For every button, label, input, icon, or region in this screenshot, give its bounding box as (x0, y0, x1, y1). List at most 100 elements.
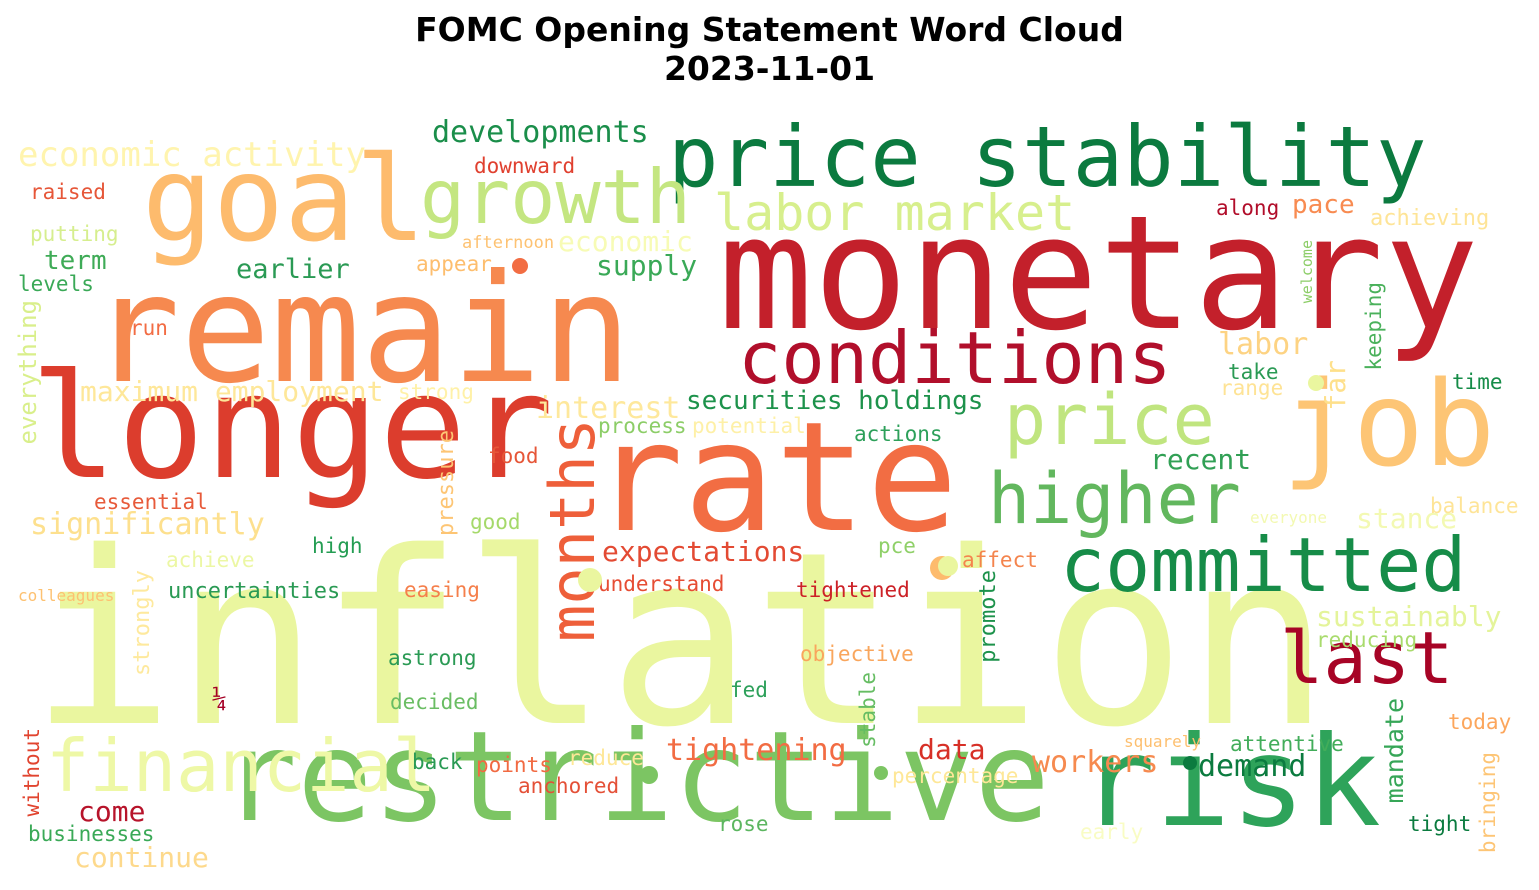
cloud-word-good: good (470, 510, 521, 534)
cloud-word-raised: raised (30, 180, 106, 204)
cloud-dot (1308, 375, 1324, 391)
cloud-word-months: months (536, 418, 609, 642)
cloud-word-without: without (20, 728, 44, 817)
cloud-word-economic-activity: economic activity (18, 135, 366, 175)
cloud-word-higher: higher (988, 458, 1241, 540)
cloud-word-data: data (918, 733, 986, 766)
cloud-word-achieve: achieve (166, 548, 255, 572)
cloud-word-developments: developments (432, 115, 649, 150)
cloud-word-essential: essential (94, 490, 208, 514)
cloud-dot (512, 258, 528, 274)
cloud-word-pressure: pressure (434, 430, 459, 536)
chart-title: FOMC Opening Statement Word Cloud 2023-1… (0, 10, 1539, 88)
cloud-word-rose: rose (718, 812, 769, 836)
cloud-word-attentive: attentive (1230, 732, 1344, 756)
cloud-word-labor: labor (1218, 327, 1309, 362)
cloud-word-levels: levels (18, 272, 94, 296)
cloud-word-tightening: tightening (666, 733, 847, 768)
cloud-word-far: far (1319, 360, 1352, 411)
cloud-word-bringing: bringing (1476, 752, 1500, 854)
cloud-word-rate: rate (592, 389, 959, 566)
cloud-word-inflation: inflation (30, 500, 1331, 780)
cloud-word-tightened: tightened (796, 578, 910, 602)
cloud-word-mandate: mandate (1380, 698, 1409, 804)
cloud-dot (938, 556, 958, 576)
cloud-word-along: along (1216, 196, 1280, 220)
cloud-word-points: points (476, 753, 552, 777)
cloud-word-keeping: keeping (1362, 282, 1386, 371)
cloud-word-expectations: expectations (602, 535, 805, 568)
cloud-word-maximum-employment: maximum employment (80, 375, 384, 408)
cloud-word-businesses: businesses (28, 822, 155, 846)
cloud-word-today: today (1448, 710, 1512, 734)
cloud-word-risk: risk (1080, 710, 1382, 855)
cloud-word-longer: longer (30, 343, 554, 512)
cloud-word-process: process (598, 414, 687, 438)
cloud-word-restrictive: restrictive (222, 705, 1050, 850)
cloud-word-growth: growth (420, 153, 691, 241)
cloud-word-early: early (1080, 820, 1144, 844)
cloud-word-reducing: reducing (1316, 628, 1418, 652)
cloud-word-easing: easing (404, 578, 480, 602)
cloud-word-everything: everything (14, 300, 42, 445)
cloud-word-uncertainties: uncertainties (168, 579, 341, 604)
cloud-word-range: range (1220, 376, 1284, 400)
cloud-word-afternoon: afternoon (462, 233, 555, 253)
cloud-word-stance: stance (1356, 502, 1458, 535)
cloud-word-significantly: significantly (30, 507, 265, 542)
title-line-2: 2023-11-01 (663, 49, 876, 88)
cloud-word-food: food (488, 444, 539, 468)
cloud-word-reduce: reduce (568, 746, 644, 770)
cloud-word-: ¼ (212, 684, 228, 713)
cloud-word-actions: actions (854, 422, 943, 446)
cloud-dot (578, 568, 602, 592)
cloud-word-decided: decided (390, 690, 479, 714)
cloud-word-price-stability: price stability (668, 108, 1427, 206)
title-line-1: FOMC Opening Statement Word Cloud (415, 10, 1124, 49)
cloud-word-workers: workers (1032, 745, 1159, 780)
cloud-word-pace: pace (1292, 190, 1355, 220)
cloud-word-balance: balance (1430, 494, 1519, 518)
cloud-word-appear: appear (416, 252, 492, 276)
cloud-word-demand: demand (1198, 749, 1307, 784)
cloud-word-remain: remain (90, 243, 632, 417)
cloud-word-stable: stable (856, 672, 880, 748)
cloud-word-fed: fed (730, 678, 768, 702)
cloud-word-strong: strong (398, 380, 474, 404)
cloud-word-committed: committed (1060, 521, 1467, 609)
cloud-word-supply: supply (596, 249, 698, 282)
cloud-word-monetary: monetary (718, 182, 1479, 366)
cloud-word-run: run (130, 316, 168, 340)
cloud-word-affect: affect (962, 548, 1038, 572)
cloud-word-term: term (44, 246, 107, 276)
cloud-word-continue: continue (74, 841, 209, 874)
cloud-word-earlier: earlier (236, 254, 350, 285)
cloud-word-high: high (312, 534, 363, 558)
cloud-word-come: come (78, 795, 146, 828)
cloud-word-interest: interest (536, 391, 681, 426)
cloud-word-anchored: anchored (518, 774, 620, 798)
cloud-word-securities-holdings: securities holdings (686, 386, 984, 416)
cloud-word-goal: goal (142, 130, 427, 268)
cloud-word-price: price (1004, 379, 1215, 461)
cloud-word-downward: downward (474, 154, 576, 178)
cloud-word-back: back (412, 750, 463, 774)
cloud-word-percentage: percentage (892, 764, 1019, 788)
cloud-word-potential: potential (692, 414, 806, 438)
cloud-word-objective: objective (800, 642, 914, 666)
cloud-word-strongly: strongly (130, 570, 155, 676)
cloud-word-take: take (1228, 360, 1279, 384)
cloud-word-promote: promote (976, 570, 1001, 663)
cloud-word-achieving: achieving (1370, 206, 1490, 231)
cloud-word-pce: pce (878, 534, 916, 558)
cloud-word-tight: tight (1408, 812, 1472, 836)
cloud-word-conditions: conditions (738, 316, 1172, 400)
cloud-word-squarely: squarely (1124, 732, 1202, 751)
cloud-word-sustainably: sustainably (1316, 600, 1502, 633)
cloud-word-time: time (1452, 370, 1503, 394)
cloud-word-welcome: welcome (1298, 240, 1316, 304)
cloud-word-labor-market: labor market (714, 184, 1076, 242)
cloud-word-putting: putting (30, 222, 119, 246)
cloud-word-last: last (1280, 616, 1454, 700)
